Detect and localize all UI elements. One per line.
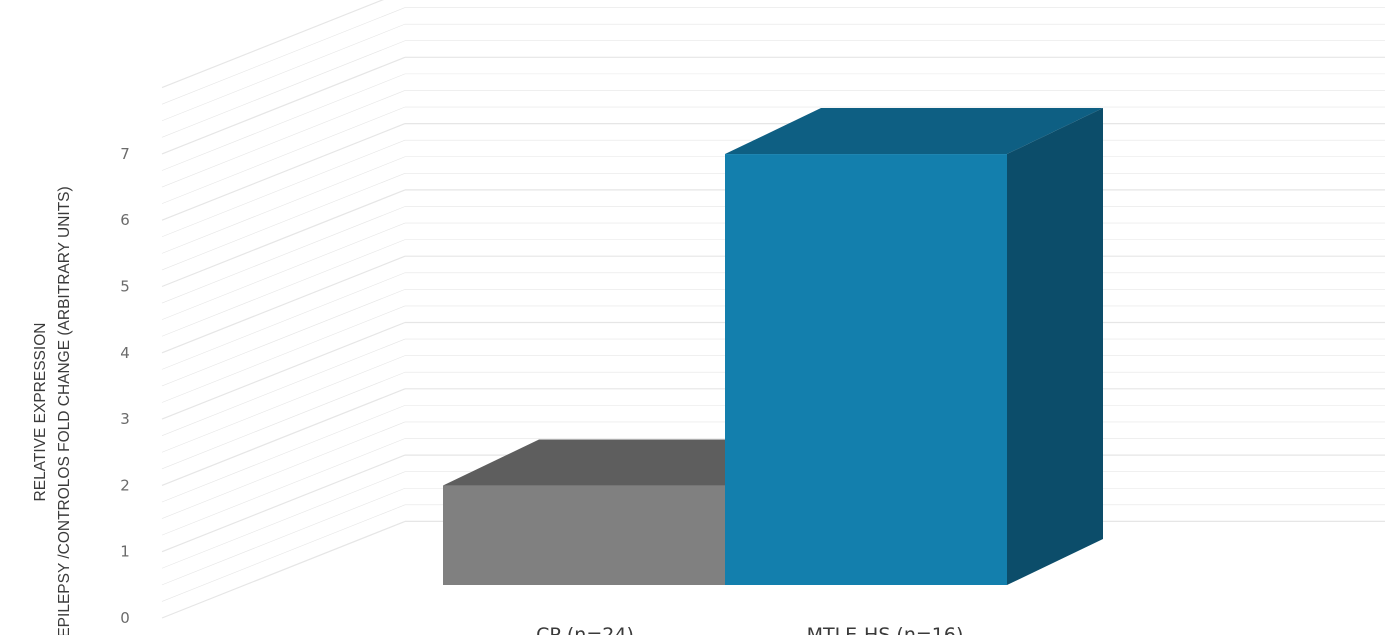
y-tick-label: 4 xyxy=(120,344,130,362)
bar-front-face xyxy=(443,485,725,585)
gridline-side xyxy=(161,123,406,221)
gridline-minor-side xyxy=(161,471,406,569)
y-tick-label: 7 xyxy=(120,145,130,163)
gridline-minor-side xyxy=(161,305,406,403)
gridline-minor-side xyxy=(161,7,406,105)
gridline-minor-side xyxy=(161,173,406,271)
gridline-side xyxy=(161,255,406,354)
gridline-minor-side xyxy=(161,206,406,304)
y-tick-label: 0 xyxy=(120,609,130,627)
category-label: MTLE-HS (n=16) xyxy=(807,624,964,635)
gridline-minor-side xyxy=(161,371,406,470)
gridline-minor-side xyxy=(161,338,406,436)
gridline-side xyxy=(161,321,406,420)
y-tick-label: 3 xyxy=(120,410,130,428)
gridline-minor-side xyxy=(161,487,406,586)
bar-top-face xyxy=(725,108,1103,155)
gridline-side xyxy=(161,454,406,553)
gridline-minor-side xyxy=(161,239,406,337)
gridline-minor-side xyxy=(161,73,406,171)
gridline-minor-side xyxy=(161,272,406,370)
y-axis-label-line-2: EPILEPSY /CONTROLOS FOLD CHANGE (ARBITRA… xyxy=(56,186,73,635)
gridline-minor-side xyxy=(161,504,406,602)
bars xyxy=(443,108,1103,586)
y-tick-label: 5 xyxy=(120,278,130,296)
y-axis-label-line-1: RELATIVE EXPRESSION xyxy=(32,323,49,502)
gridline-side xyxy=(161,520,406,619)
gridline-minor-side xyxy=(161,40,406,138)
category-labels: CP (n=24) MTLE-HS (n=16) xyxy=(536,624,963,635)
gridline-minor-side xyxy=(161,156,406,254)
gridline-minor-side xyxy=(161,90,406,188)
gridline-minor-side xyxy=(161,355,406,453)
gridline-minor-side xyxy=(161,139,406,238)
gridline-minor-side xyxy=(161,106,406,204)
bar-1 xyxy=(725,108,1103,586)
gridline-side xyxy=(161,0,384,89)
gridline-side xyxy=(161,189,406,288)
category-label: CP (n=24) xyxy=(536,624,634,635)
gridline-minor-side xyxy=(161,23,406,122)
gridline-minor-side xyxy=(161,421,406,519)
gridline-minor-side xyxy=(161,289,406,387)
gridline-side xyxy=(161,56,406,155)
y-tick-labels: 0 1 2 3 4 5 6 7 xyxy=(120,145,130,627)
y-tick-label: 1 xyxy=(120,543,130,561)
y-axis-label: RELATIVE EXPRESSION EPILEPSY /CONTROLOS … xyxy=(32,186,73,635)
gridline-side xyxy=(161,388,406,486)
gridline-minor-side xyxy=(161,222,406,320)
y-tick-label: 6 xyxy=(120,211,130,229)
bar-front-face xyxy=(725,154,1007,586)
y-tick-label: 2 xyxy=(120,476,130,494)
gridline-minor-side xyxy=(161,438,406,536)
bar-side-face xyxy=(1007,108,1103,586)
gridline-minor-side xyxy=(161,405,406,503)
